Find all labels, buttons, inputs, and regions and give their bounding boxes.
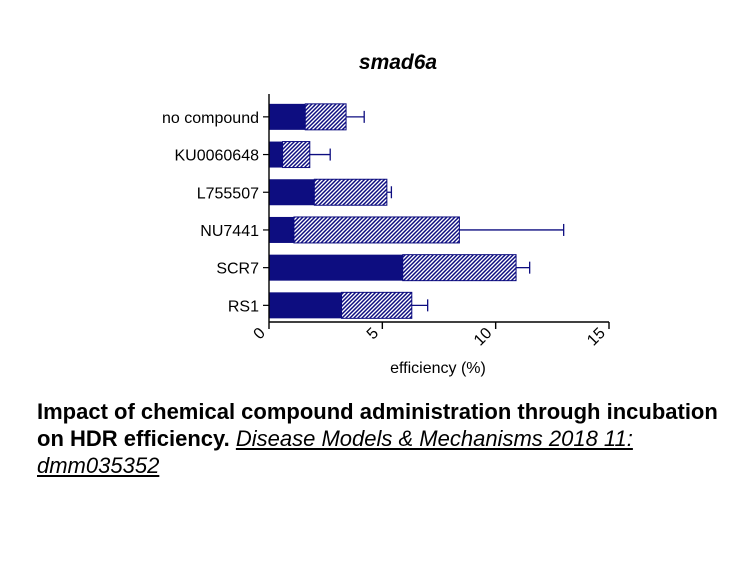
x-tick-label-10: 10 <box>471 325 496 350</box>
category-label-ku0060648: KU0060648 <box>174 148 259 165</box>
category-label-rs1: RS1 <box>228 298 259 315</box>
bars-layer <box>269 103 565 319</box>
bar-chart: smad6a no compound KU0060648 L755507 NU7441… <box>162 51 610 377</box>
bar-rs1-solid <box>269 292 342 319</box>
x-tick-label-15: 15 <box>584 325 609 350</box>
category-label-l755507: L755507 <box>197 185 259 202</box>
caption-title: Impact of chemical compound administrati… <box>37 399 718 451</box>
x-tick-label-0: 0 <box>251 325 269 343</box>
bar-l755507-solid <box>269 179 315 206</box>
category-label-nu7441: NU7441 <box>200 223 259 240</box>
bar-scr7-solid <box>269 254 403 281</box>
bar-no-compound-hatched <box>305 103 347 130</box>
bar-scr7-hatched <box>402 254 517 281</box>
chart-title: smad6a <box>359 51 438 74</box>
bar-rs1-hatched <box>341 292 412 319</box>
x-tick-label-5: 5 <box>364 325 382 343</box>
category-label-no-compound: no compound <box>162 110 259 127</box>
category-label-scr7: SCR7 <box>216 261 259 278</box>
bar-l755507-hatched <box>314 179 387 206</box>
bar-nu7441-hatched <box>293 216 460 243</box>
bar-nu7441-solid <box>269 216 294 243</box>
bar-ku0060648-solid <box>269 141 283 168</box>
figure-caption: Impact of chemical compound administrati… <box>37 398 737 479</box>
bar-no-compound-solid <box>269 103 306 130</box>
x-axis-label: efficiency (%) <box>390 360 486 377</box>
bar-ku0060648-hatched <box>282 141 310 168</box>
bar-outline-no-compound <box>304 103 347 131</box>
caption-citation-link[interactable]: Disease Models & Mechanisms 2018 11: dmm… <box>37 426 633 478</box>
bar-outline-nu7441 <box>293 216 460 244</box>
